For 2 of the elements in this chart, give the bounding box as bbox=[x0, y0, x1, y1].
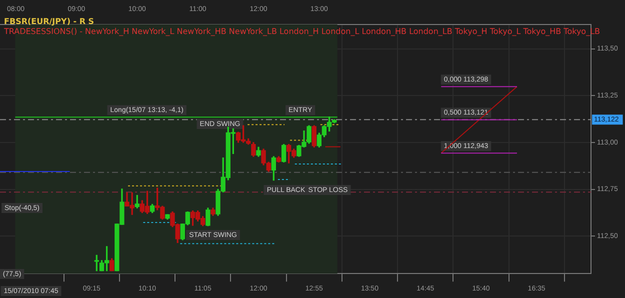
chart-subtitle: TRADESESSIONS() - NewYork_H NewYork_L NewYork_HB NewYork_LB London_H London_L London_HB London_LB Tokyo_H Tokyo_L Tokyo_HB Tokyo_LB bbox=[4, 27, 600, 36]
chart-title: FBSR(EUR/JPY) - R S bbox=[4, 17, 94, 26]
